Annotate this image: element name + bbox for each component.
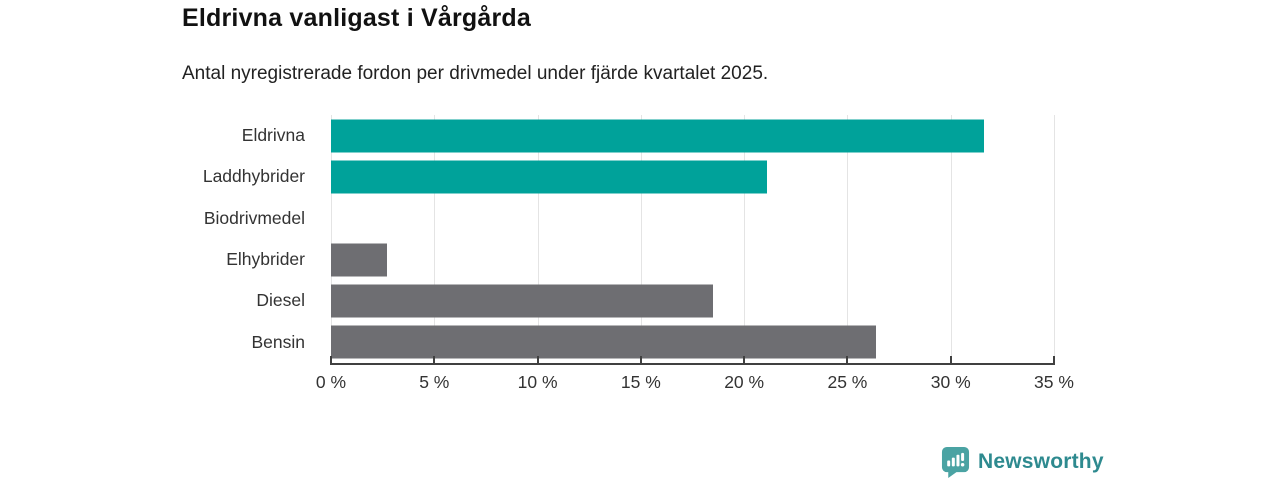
bar-chart-speech-bubble-icon: [941, 447, 970, 478]
gridline: [847, 115, 849, 363]
bar-rows: [331, 115, 1054, 363]
category-label: Laddhybrider: [202, 166, 305, 187]
category-label: Bensin: [251, 331, 305, 352]
gridlines: [331, 115, 1055, 363]
x-axis-line: [331, 363, 1054, 365]
bar-row: [331, 322, 1054, 363]
bar-bensin: [331, 325, 877, 359]
x-tick-label: 30 %: [930, 372, 971, 392]
plot-area: [331, 115, 1055, 363]
gridline: [331, 115, 332, 363]
bar-diesel: [331, 284, 714, 318]
chart-subtitle: Antal nyregistrerade fordon per drivmede…: [182, 63, 769, 84]
gridline: [950, 115, 952, 363]
chart-title: Eldrivna vanligast i Vårgårda: [182, 4, 531, 32]
logo-wordmark: Newsworthy: [978, 450, 1104, 473]
x-tick-label: 20 %: [724, 372, 765, 392]
x-tick: [949, 356, 952, 365]
bar-row: [331, 239, 1054, 280]
x-tick: [536, 356, 539, 365]
x-tick-labels: 0 % 5 % 10 % 15 % 20 % 25 % 30 % 35 %: [316, 372, 1074, 396]
bar-row: [331, 115, 1054, 156]
x-tick: [743, 356, 746, 365]
x-tick: [1053, 356, 1055, 365]
gridline: [744, 115, 746, 363]
x-tick: [433, 356, 436, 365]
x-tick-label: 5 %: [419, 372, 450, 392]
gridline: [434, 115, 436, 363]
bar-row: [331, 198, 1054, 239]
x-tick: [846, 356, 849, 365]
x-tick: [639, 356, 642, 365]
x-tick-label: 25 %: [827, 372, 868, 392]
category-label: Diesel: [256, 290, 305, 311]
x-axis: [330, 356, 1055, 365]
category-label: Elhybrider: [226, 249, 305, 270]
x-tick: [330, 356, 332, 365]
gridline: [1054, 115, 1055, 363]
bar-eldrivna: [331, 119, 984, 153]
bar-laddhybrider: [331, 160, 767, 194]
speech-bubble-shape: [941, 447, 970, 478]
x-tick-label: 0 %: [315, 372, 347, 392]
newsworthy-logo[interactable]: Newsworthy: [941, 446, 1104, 478]
x-tick-label: 15 %: [620, 372, 661, 392]
x-tick-label: 35 %: [1034, 372, 1074, 392]
gridline: [640, 115, 642, 363]
category-label: Biodrivmedel: [203, 207, 305, 228]
category-label: Eldrivna: [241, 125, 305, 146]
y-axis-category-labels: Eldrivna Laddhybrider Biodrivmedel Elhybrid…: [0, 115, 318, 363]
x-tick-label: 10 %: [517, 372, 558, 392]
gridline: [537, 115, 539, 363]
bar-row: [331, 156, 1054, 197]
bar-elhybrider: [331, 243, 387, 277]
bar-row: [331, 280, 1054, 321]
